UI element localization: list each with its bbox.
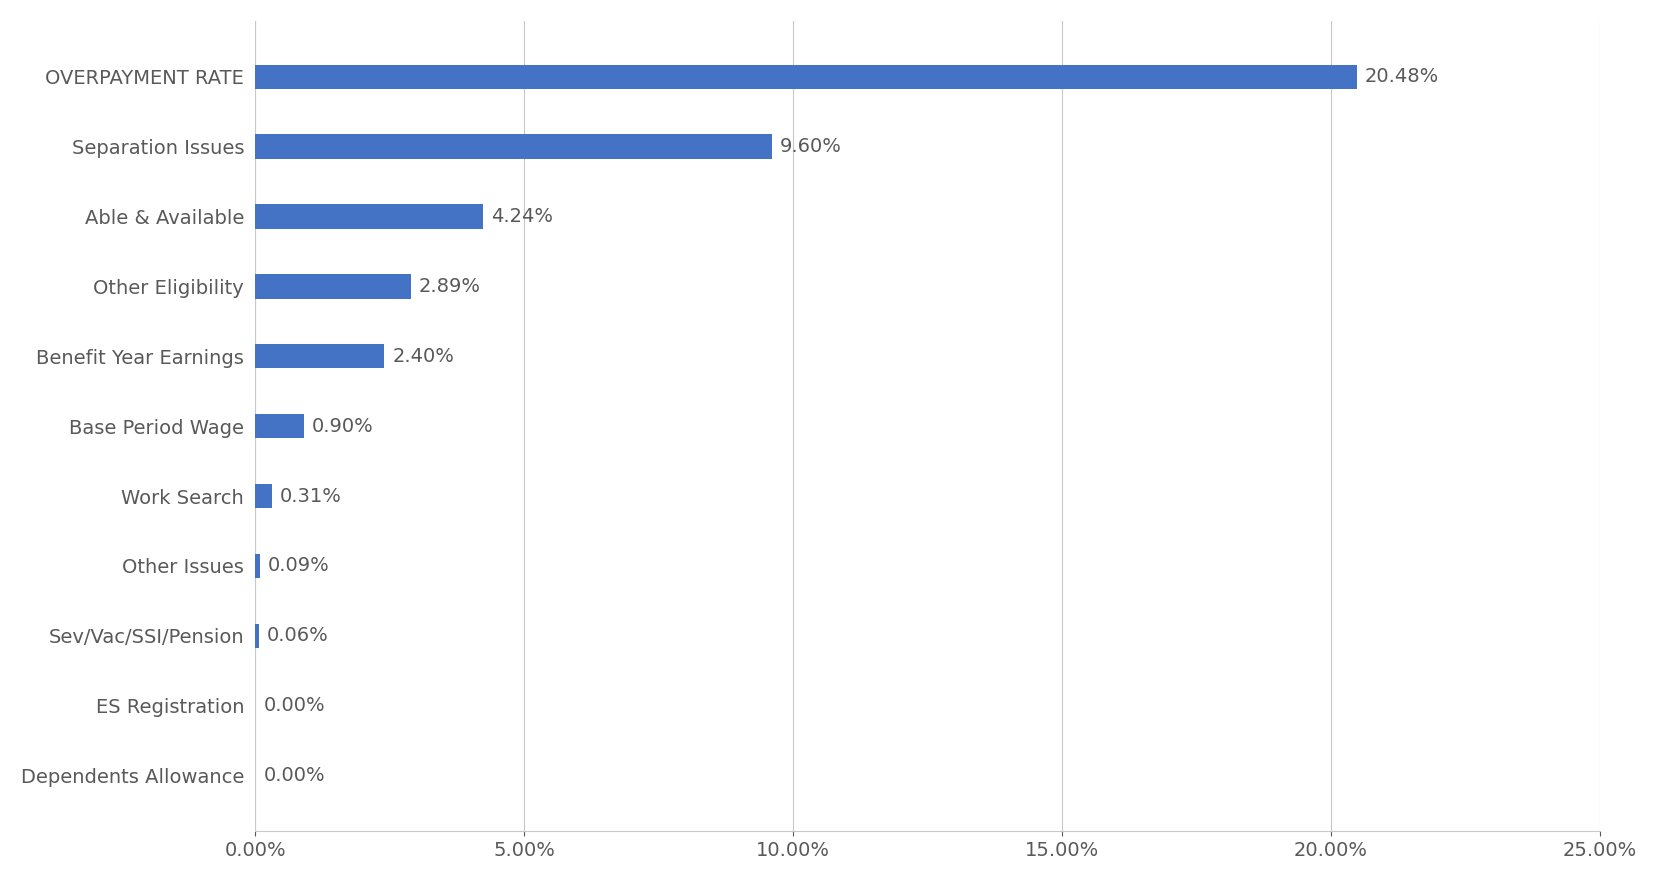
Text: 20.48%: 20.48% <box>1364 67 1438 86</box>
Bar <box>255 553 260 578</box>
Bar <box>255 135 771 159</box>
Text: 0.90%: 0.90% <box>312 417 373 435</box>
Bar <box>255 414 303 439</box>
Text: 2.89%: 2.89% <box>419 277 481 296</box>
Bar <box>255 274 411 299</box>
Text: 2.40%: 2.40% <box>393 347 454 366</box>
Bar <box>255 64 1355 89</box>
Text: 0.31%: 0.31% <box>280 486 341 506</box>
Text: 0.00%: 0.00% <box>263 766 325 785</box>
Text: 9.60%: 9.60% <box>779 137 842 156</box>
Text: 0.09%: 0.09% <box>268 557 330 575</box>
Bar <box>255 204 484 229</box>
Text: 0.06%: 0.06% <box>267 626 328 645</box>
Bar <box>255 624 258 648</box>
Text: 4.24%: 4.24% <box>490 207 553 226</box>
Text: 0.00%: 0.00% <box>263 696 325 715</box>
Bar <box>255 484 272 508</box>
Bar <box>255 344 384 368</box>
